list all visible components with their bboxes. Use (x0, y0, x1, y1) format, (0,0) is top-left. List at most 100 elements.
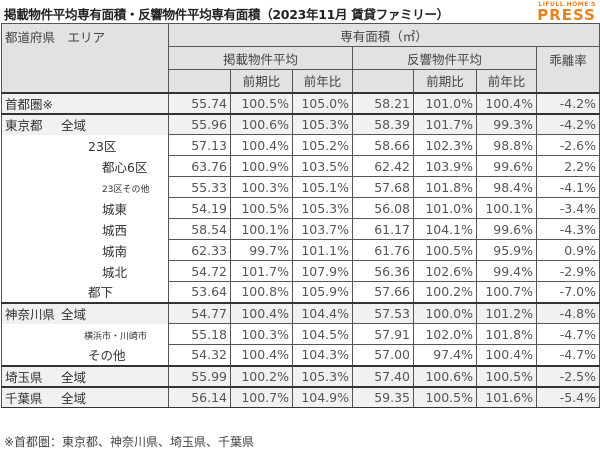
value-cell: 105.9% (292, 281, 353, 303)
value-cell: 99.7% (230, 239, 293, 261)
value-cell: 104.3% (292, 344, 353, 366)
value-cell: 105.3% (292, 364, 353, 387)
value-cell: 61.17 (352, 218, 414, 240)
value-cell: 57.53 (352, 301, 414, 324)
table-row: 城西 58.54 100.1% 103.7% 61.17 104.1% 99.6% -4.3% (1, 218, 600, 240)
value-cell: 104.1% (413, 218, 477, 240)
value-cell: 100.1% (476, 197, 537, 219)
prefecture-label: 埼玉県 (5, 369, 43, 385)
value-cell: 56.14 (168, 385, 231, 408)
page-title: 掲載物件平均専有面積・反響物件平均専有面積（2023年11月 賃貸ファミリー） (4, 7, 449, 22)
value-cell: 57.68 (352, 176, 414, 198)
value-cell: 102.0% (413, 323, 477, 345)
table-row: 城南 62.33 99.7% 101.1% 61.76 100.5% 95.9% 0.9% (1, 239, 600, 261)
value-cell: 57.13 (168, 134, 231, 156)
header-blank (352, 69, 414, 93)
value-cell: 100.5% (230, 197, 293, 219)
value-cell: 100.6% (230, 112, 293, 135)
value-cell: 99.6% (476, 155, 537, 177)
value-cell: 62.42 (352, 155, 414, 177)
value-cell: 61.76 (352, 239, 414, 261)
header-listed-yoy: 前年比 (292, 69, 353, 93)
value-cell: 58.39 (352, 112, 414, 135)
value-cell: 101.7% (230, 260, 293, 282)
value-cell: 54.32 (168, 344, 231, 366)
prefecture-label: 神奈川県 (5, 307, 56, 322)
value-cell: 100.7% (230, 385, 293, 408)
value-cell: 101.6% (476, 385, 537, 408)
header-area: 都道府県 エリア (1, 23, 169, 93)
area-label: その他 (88, 348, 126, 363)
value-cell: 58.54 (168, 218, 231, 240)
area-cell: 城南 (1, 239, 169, 261)
area-label: 城東 (102, 201, 128, 217)
value-cell: 104.4% (292, 301, 353, 324)
value-cell: 100.1% (230, 218, 293, 240)
table-row: 横浜市・川崎市 55.18 100.3% 104.5% 57.91 102.0% 101.8… (1, 323, 600, 345)
value-cell: -4.7% (535, 344, 600, 366)
value-cell: 63.76 (168, 155, 231, 177)
value-cell: 100.4% (230, 344, 293, 366)
value-cell: 103.5% (292, 155, 353, 177)
area-label: 全域 (61, 390, 87, 406)
area-cell: 城北 (1, 260, 169, 282)
value-cell: 62.33 (168, 239, 231, 261)
area-label: 全域 (61, 307, 87, 322)
area-cell: 23区その他 (1, 176, 169, 198)
value-cell: 57.91 (352, 323, 414, 345)
area-cell: その他 (1, 344, 169, 366)
value-cell: 100.0% (413, 301, 477, 324)
value-cell: 55.33 (168, 176, 231, 198)
value-cell: -4.7% (535, 323, 600, 345)
value-cell: 99.4% (476, 260, 537, 282)
area-cell: 23区 (1, 134, 169, 156)
table-row: 都心6区 63.76 100.9% 103.5% 62.42 103.9% 99.6% 2.2… (1, 155, 600, 177)
value-cell: 105.2% (292, 134, 353, 156)
area-cell: 東京都 全域 (1, 112, 169, 135)
value-cell: 101.0% (413, 91, 477, 114)
value-cell: 58.21 (352, 91, 414, 114)
value-cell: 57.66 (352, 281, 414, 303)
table-row: 城北 54.72 101.7% 107.9% 56.36 102.6% 99.4% -2.9% (1, 260, 600, 282)
value-cell: 100.4% (476, 91, 537, 114)
value-cell: -2.9% (535, 260, 600, 282)
value-cell: 105.1% (292, 176, 353, 198)
table-row: 都下 53.64 100.8% 105.9% 57.66 100.2% 100.7% -7.0… (1, 281, 600, 303)
value-cell: 107.9% (292, 260, 353, 282)
value-cell: 100.4% (230, 134, 293, 156)
header-response-yoy: 前年比 (476, 69, 537, 93)
value-cell: 100.2% (413, 281, 477, 303)
table-row: その他 54.32 100.4% 104.3% 57.00 97.4% 100.4% -4.7… (1, 344, 600, 366)
value-cell: 101.0% (413, 197, 477, 219)
value-cell: 101.7% (413, 112, 477, 135)
area-cell: 横浜市・川崎市 (1, 323, 169, 345)
value-cell: 103.9% (413, 155, 477, 177)
value-cell: 55.96 (168, 112, 231, 135)
value-cell: -4.1% (535, 176, 600, 198)
value-cell: 56.36 (352, 260, 414, 282)
value-cell: 100.5% (413, 385, 477, 408)
value-cell: -4.3% (535, 218, 600, 240)
value-cell: 104.5% (292, 323, 353, 345)
area-label: 城北 (102, 264, 128, 280)
value-cell: -2.6% (535, 134, 600, 156)
value-cell: -4.8% (535, 301, 600, 324)
area-cell: 埼玉県 全域 (1, 364, 169, 387)
value-cell: 104.9% (292, 385, 353, 408)
value-cell: 57.40 (352, 364, 414, 387)
value-cell: -4.2% (535, 91, 600, 114)
area-label: 全域 (61, 369, 87, 385)
value-cell: 97.4% (413, 344, 477, 366)
table-row: 23区その他 55.33 100.3% 105.1% 57.68 101.8% 98.4% -… (1, 176, 600, 198)
table-row: 首都圏※ 55.74 100.5% 105.0% 58.21 101.0% 100.4% -4… (1, 91, 600, 114)
value-cell: 100.4% (476, 344, 537, 366)
prefecture-label: 千葉県 (5, 390, 43, 406)
table-row: 埼玉県 全域 55.99 100.2% 105.3% 57.40 100.6% 100.5% -… (1, 364, 600, 387)
value-cell: 95.9% (476, 239, 537, 261)
value-cell: 100.5% (230, 91, 293, 114)
value-cell: 105.3% (292, 112, 353, 135)
value-cell: 55.74 (168, 91, 231, 114)
table-row: 神奈川県 全域 54.77 100.4% 104.4% 57.53 100.0% 101.2%… (1, 301, 600, 324)
value-cell: 101.2% (476, 301, 537, 324)
area-cell: 城西 (1, 218, 169, 240)
